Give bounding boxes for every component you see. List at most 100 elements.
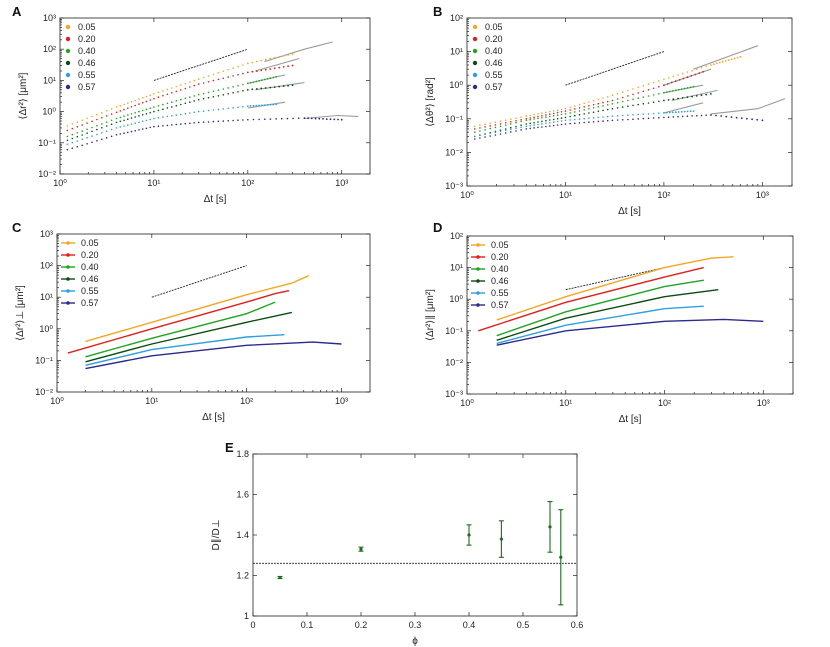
- series-point-0.20: [670, 81, 673, 84]
- series-point-0.57: [275, 118, 277, 120]
- series-point-0.20: [602, 101, 604, 104]
- series-point-0.57: [222, 120, 225, 122]
- series-point-0.20: [222, 77, 225, 80]
- series-point-0.46: [251, 88, 254, 91]
- legend-label: 0.20: [491, 252, 509, 262]
- series-point-0.40: [227, 87, 229, 89]
- series-point-0.40: [76, 132, 79, 134]
- series-point-0.57: [652, 117, 655, 119]
- series-point-0.57: [756, 118, 759, 121]
- series-point-0.05: [672, 75, 675, 78]
- series-point-0.57: [101, 138, 103, 141]
- series-point-0.05: [736, 56, 739, 59]
- series-point-0.40: [202, 92, 205, 95]
- series-point-0.20: [658, 85, 660, 88]
- series-point-0.40: [574, 111, 576, 113]
- series-point-0.40: [157, 105, 160, 107]
- series-point-0.05: [96, 113, 98, 116]
- series-point-0.05: [273, 56, 276, 59]
- series-point-0.40: [96, 124, 98, 127]
- series-point-0.40: [552, 115, 555, 117]
- series-point-0.46: [96, 128, 98, 131]
- series-line-0.20: [478, 266, 704, 332]
- series-point-0.20: [193, 84, 195, 87]
- series-point-0.57: [499, 133, 502, 135]
- series-point-0.46: [71, 137, 74, 140]
- y-tick-label: 10⁻¹: [38, 138, 56, 148]
- series-point-0.55: [683, 110, 686, 113]
- series-point-0.57: [494, 134, 497, 136]
- series-point-0.55: [680, 110, 683, 113]
- reference-line: [151, 265, 247, 298]
- series-point-0.46: [278, 85, 281, 88]
- series-point-0.05: [145, 95, 148, 98]
- series-point-0.46: [134, 116, 136, 118]
- series-point-0.57: [242, 119, 244, 121]
- series-point-0.46: [504, 128, 507, 130]
- series-point-0.05: [510, 118, 512, 120]
- series-point-0.57: [529, 127, 531, 130]
- series-point-0.46: [138, 115, 140, 117]
- series-point-0.20: [291, 64, 294, 67]
- series-point-0.57: [720, 115, 723, 117]
- series-point-0.57: [691, 115, 693, 117]
- series-point-0.57: [197, 121, 200, 124]
- y-tick-label: 10⁰: [42, 107, 56, 117]
- series-point-0.40: [184, 97, 187, 100]
- series-point-0.46: [667, 99, 670, 101]
- legend-label: 0.20: [485, 34, 503, 44]
- series-point-0.40: [237, 84, 239, 87]
- series-point-0.20: [202, 82, 205, 84]
- series-point-0.46: [110, 123, 113, 125]
- y-tick-label: 10⁻¹: [445, 114, 463, 124]
- series-point-0.20: [207, 81, 210, 83]
- series-point-0.55: [597, 116, 600, 119]
- series-point-0.46: [672, 98, 675, 101]
- series-point-0.40: [680, 88, 683, 90]
- series-point-0.55: [602, 116, 604, 118]
- legend-marker: [66, 289, 70, 293]
- series-point-0.20: [66, 129, 69, 132]
- legend-marker: [65, 84, 71, 90]
- series-point-0.05: [91, 115, 93, 118]
- series-point-0.57: [696, 114, 698, 117]
- series-point-0.05: [691, 69, 693, 72]
- axes-frame: [56, 233, 371, 393]
- series-point-0.40: [258, 79, 260, 82]
- series-point-0.57: [611, 119, 614, 122]
- series-point-0.55: [189, 112, 191, 114]
- series-point-0.05: [202, 76, 205, 79]
- series-line-0.46: [85, 311, 293, 363]
- series-point-0.46: [175, 104, 178, 107]
- series-point-0.57: [533, 127, 535, 129]
- series-point-0.46: [710, 93, 712, 95]
- series-point-0.20: [574, 108, 576, 110]
- series-point-0.57: [681, 115, 684, 118]
- series-point-0.05: [282, 55, 285, 57]
- y-tick-label: 10³: [40, 229, 53, 239]
- y-axis-label: ⟨Δr²⟩⊥ [μm²]: [15, 285, 26, 341]
- series-point-0.05: [180, 84, 182, 86]
- series-point-0.55: [556, 120, 559, 123]
- series-point-0.57: [292, 117, 294, 120]
- series-point-0.46: [574, 114, 576, 117]
- series-point-0.57: [232, 119, 234, 122]
- series-point-0.57: [119, 133, 122, 135]
- series-point-0.46: [260, 87, 263, 90]
- series-point-0.05: [166, 88, 169, 91]
- series-point-0.05: [71, 123, 74, 125]
- series-point-0.05: [724, 60, 727, 62]
- series-point-0.46: [145, 113, 148, 115]
- series-point-0.40: [504, 124, 507, 126]
- series-point-0.20: [606, 100, 609, 103]
- series-point-0.40: [153, 106, 155, 108]
- series-point-0.57: [484, 136, 486, 138]
- series-point-0.05: [549, 110, 551, 113]
- series-point-0.57: [525, 128, 528, 130]
- x-axis-label: Δt [s]: [619, 414, 642, 425]
- series-point-0.55: [145, 119, 148, 122]
- series-point-0.57: [264, 118, 266, 120]
- series-point-0.05: [721, 60, 724, 63]
- series-point-0.05: [110, 108, 113, 110]
- series-point-0.05: [101, 111, 103, 114]
